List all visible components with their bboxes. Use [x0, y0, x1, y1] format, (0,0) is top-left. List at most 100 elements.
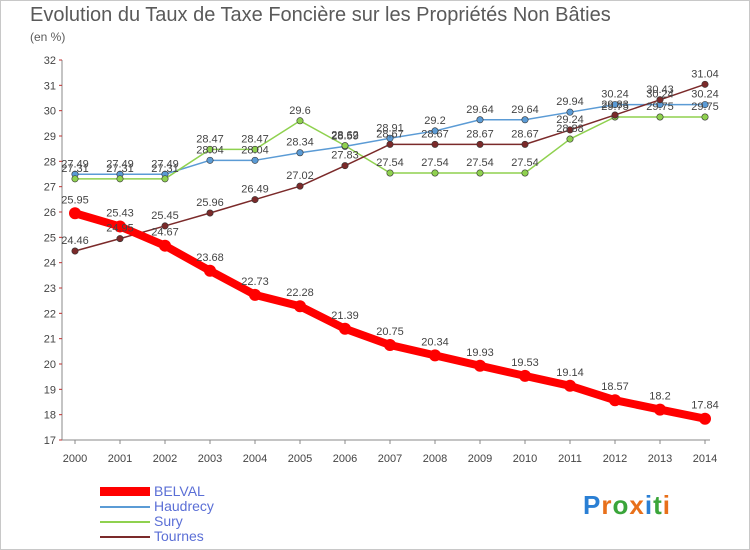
- legend-swatch-tournes: [100, 536, 150, 538]
- data-point-tournes: [431, 140, 439, 148]
- data-point-haudrecy: [251, 156, 259, 164]
- data-point-tournes: [71, 247, 79, 255]
- x-tick-label: 2002: [153, 453, 177, 465]
- data-point-sury: [206, 145, 214, 153]
- x-tick-label: 2014: [693, 453, 717, 465]
- y-tick-label: 18: [44, 410, 56, 422]
- data-point-haudrecy: [476, 116, 484, 124]
- data-label-tournes: 27.02: [286, 170, 314, 182]
- data-label-tournes: 25.45: [151, 210, 179, 222]
- axes: 17 18 19 20 21 22 23 24 25 26 27 28 29 30 31 32 2000 2001…: [44, 55, 717, 465]
- legend-label-belval: BELVAL: [154, 483, 205, 499]
- x-tick-label: 2003: [198, 453, 222, 465]
- data-point-sury: [521, 169, 529, 177]
- x-tick-label: 2001: [108, 453, 132, 465]
- data-label-haudrecy: 27.49: [106, 158, 134, 170]
- data-label-belval: 22.28: [286, 287, 314, 299]
- y-tick-label: 22: [44, 308, 56, 320]
- y-tick-label: 31: [44, 80, 56, 92]
- data-label-haudrecy: 28.34: [286, 137, 314, 149]
- data-point-belval: [429, 349, 441, 362]
- y-tick-label: 23: [44, 283, 56, 295]
- legend-label-sury: Sury: [154, 513, 183, 529]
- data-label-haudrecy: 28.04: [241, 144, 269, 156]
- data-point-belval: [519, 369, 531, 382]
- data-label-belval: 24.67: [151, 227, 179, 239]
- data-point-belval: [69, 207, 81, 220]
- data-point-belval: [204, 264, 216, 277]
- data-point-belval: [294, 300, 306, 313]
- logo-letter: o: [612, 490, 630, 520]
- data-point-haudrecy: [206, 156, 214, 164]
- data-label-sury: 28.47: [196, 133, 224, 145]
- data-label-belval: 19.53: [511, 357, 539, 369]
- data-point-tournes: [701, 80, 709, 88]
- data-label-haudrecy: 30.24: [691, 89, 719, 101]
- data-point-haudrecy: [521, 116, 529, 124]
- y-tick-label: 21: [44, 334, 56, 346]
- logo-letter: i: [644, 490, 654, 520]
- data-label-belval: 20.75: [376, 326, 404, 338]
- data-label-tournes: 30.43: [646, 84, 674, 96]
- x-tick-label: 2013: [648, 453, 672, 465]
- data-point-belval: [249, 288, 261, 301]
- data-label-haudrecy: 29.2: [424, 115, 445, 127]
- x-tick-label: 2000: [63, 453, 87, 465]
- data-point-tournes: [341, 162, 349, 170]
- data-point-sury: [701, 113, 709, 121]
- x-tick-label: 2006: [333, 453, 357, 465]
- y-tick-label: 26: [44, 207, 56, 219]
- data-label-belval: 19.14: [556, 367, 584, 379]
- data-label-sury: 28.62: [331, 130, 359, 142]
- data-label-sury: 28.47: [241, 133, 269, 145]
- data-point-tournes: [386, 140, 394, 148]
- chart-title: Evolution du Taux de Taxe Foncière sur l…: [30, 4, 611, 26]
- data-label-sury: 27.54: [376, 157, 404, 169]
- y-tick-label: 29: [44, 131, 56, 143]
- data-label-haudrecy: 29.64: [466, 104, 494, 116]
- data-label-sury: 27.31: [151, 163, 179, 175]
- data-point-haudrecy: [431, 127, 439, 135]
- data-point-sury: [566, 135, 574, 143]
- data-label-haudrecy: 28.91: [376, 122, 404, 134]
- data-label-haudrecy: 29.94: [556, 96, 584, 108]
- data-label-tournes: 29.83: [601, 99, 629, 111]
- y-tick-label: 27: [44, 182, 56, 194]
- data-label-belval: 23.68: [196, 252, 224, 264]
- data-label-haudrecy: 30.24: [601, 89, 629, 101]
- data-point-sury: [341, 142, 349, 150]
- legend-label-tournes: Tournes: [154, 528, 204, 544]
- data-label-sury: 29.75: [646, 101, 674, 113]
- data-label-tournes: 28.67: [376, 128, 404, 140]
- x-tick-label: 2012: [603, 453, 627, 465]
- data-label-sury: 27.54: [466, 157, 494, 169]
- data-label-sury: 27.31: [61, 163, 89, 175]
- data-point-belval: [564, 379, 576, 392]
- data-label-belval: 18.57: [601, 381, 629, 393]
- y-tick-label: 19: [44, 384, 56, 396]
- data-point-tournes: [116, 235, 124, 243]
- data-label-tournes: 31.04: [691, 68, 719, 80]
- data-point-belval: [384, 339, 396, 351]
- data-point-belval: [654, 403, 666, 416]
- data-point-sury: [386, 169, 394, 177]
- data-point-belval: [609, 394, 621, 407]
- legend-swatch-sury: [100, 521, 150, 523]
- data-point-sury: [431, 169, 439, 177]
- data-label-belval: 21.39: [331, 310, 359, 322]
- legend-label-haudrecy: Haudrecy: [154, 498, 214, 514]
- logo-letter: i: [662, 490, 671, 520]
- data-label-tournes: 24.95: [106, 223, 134, 235]
- data-point-sury: [476, 169, 484, 177]
- y-tick-label: 25: [44, 232, 56, 244]
- x-tick-label: 2010: [513, 453, 537, 465]
- x-tick-label: 2011: [558, 453, 582, 465]
- data-label-sury: 27.54: [511, 157, 539, 169]
- data-label-tournes: 28.67: [466, 128, 494, 140]
- data-point-tournes: [296, 182, 304, 190]
- data-point-sury: [656, 113, 664, 121]
- data-point-sury: [296, 117, 304, 125]
- legend-swatch-haudrecy: [100, 506, 150, 508]
- data-label-haudrecy: 28.59: [331, 130, 359, 142]
- data-point-tournes: [611, 111, 619, 119]
